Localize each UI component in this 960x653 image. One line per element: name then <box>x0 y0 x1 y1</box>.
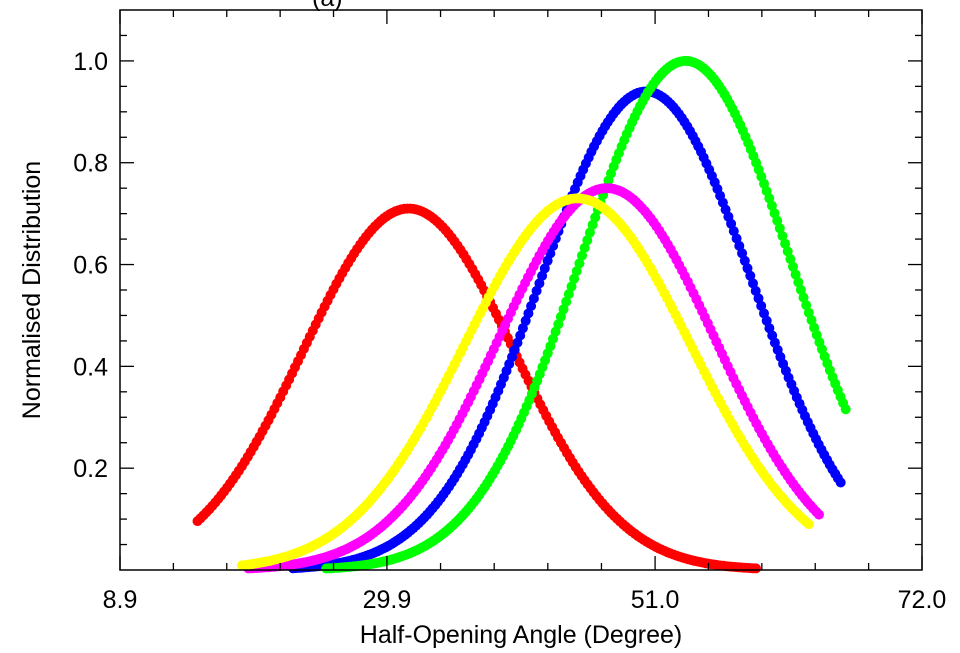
x-tick-label: 72.0 <box>898 586 947 614</box>
data-point <box>782 246 793 257</box>
data-point <box>569 273 580 284</box>
data-point <box>582 235 593 246</box>
data-point <box>750 285 761 296</box>
y-tick-label: 0.6 <box>73 252 108 280</box>
data-point <box>772 215 783 226</box>
data-point <box>587 219 598 230</box>
data-point <box>737 248 748 259</box>
series-3 <box>321 55 851 574</box>
data-point <box>742 263 753 274</box>
data-point <box>571 266 582 277</box>
data-point <box>534 278 545 289</box>
data-point <box>531 285 542 296</box>
series-5 <box>237 193 814 571</box>
data-point <box>756 300 767 311</box>
y-tick-label: 0.2 <box>73 455 108 483</box>
data-point <box>790 269 801 280</box>
x-tick-label: 51.0 <box>631 586 680 614</box>
y-tick-label: 0.8 <box>73 150 108 178</box>
data-points-layer <box>192 55 851 574</box>
data-point <box>751 563 761 574</box>
data-point <box>766 200 777 211</box>
data-point <box>798 292 809 303</box>
data-point <box>574 258 585 269</box>
data-point <box>739 255 750 266</box>
data-point <box>769 208 780 219</box>
data-point <box>579 242 590 253</box>
data-point <box>526 301 537 311</box>
data-point <box>590 212 601 223</box>
data-point <box>777 231 788 241</box>
data-point <box>785 254 796 265</box>
series-1 <box>192 203 761 574</box>
data-point <box>806 315 817 326</box>
data-point <box>537 270 548 281</box>
data-point <box>528 293 539 304</box>
data-point <box>563 289 574 300</box>
data-point <box>780 238 791 249</box>
y-tick-label: 0.4 <box>73 353 108 381</box>
data-point <box>835 477 846 488</box>
data-point <box>561 296 572 307</box>
data-point <box>539 263 550 274</box>
data-point <box>745 270 756 281</box>
x-axis-label: Half-Opening Angle (Degree) <box>360 621 682 649</box>
data-point <box>753 293 764 304</box>
y-axis-label: Normalised Distribution <box>18 161 46 419</box>
data-point <box>774 223 785 234</box>
x-tick-label: 29.9 <box>363 586 412 614</box>
x-tick-label: 8.9 <box>103 586 138 614</box>
data-point <box>793 277 804 288</box>
data-point <box>555 311 566 322</box>
data-point <box>748 278 758 289</box>
axis-ticks: 8.9 29.9 51.0 72.0 0.2 0.4 0.6 0.8 1.0 <box>73 10 946 614</box>
data-point <box>803 519 814 530</box>
data-point <box>558 304 569 315</box>
data-point <box>801 300 812 311</box>
data-point <box>553 319 564 330</box>
data-point <box>795 284 806 295</box>
data-point <box>545 248 556 259</box>
data-point <box>814 509 824 520</box>
y-tick-label: 1.0 <box>73 48 108 76</box>
chart-title: (a) <box>312 0 343 12</box>
data-point <box>840 404 851 415</box>
data-point <box>566 281 577 292</box>
data-point <box>788 261 798 272</box>
data-point <box>577 250 587 261</box>
data-point <box>584 227 595 238</box>
